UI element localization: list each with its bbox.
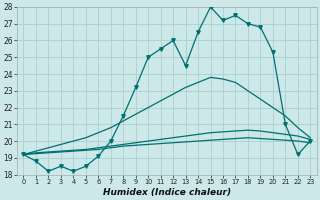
X-axis label: Humidex (Indice chaleur): Humidex (Indice chaleur) — [103, 188, 231, 197]
